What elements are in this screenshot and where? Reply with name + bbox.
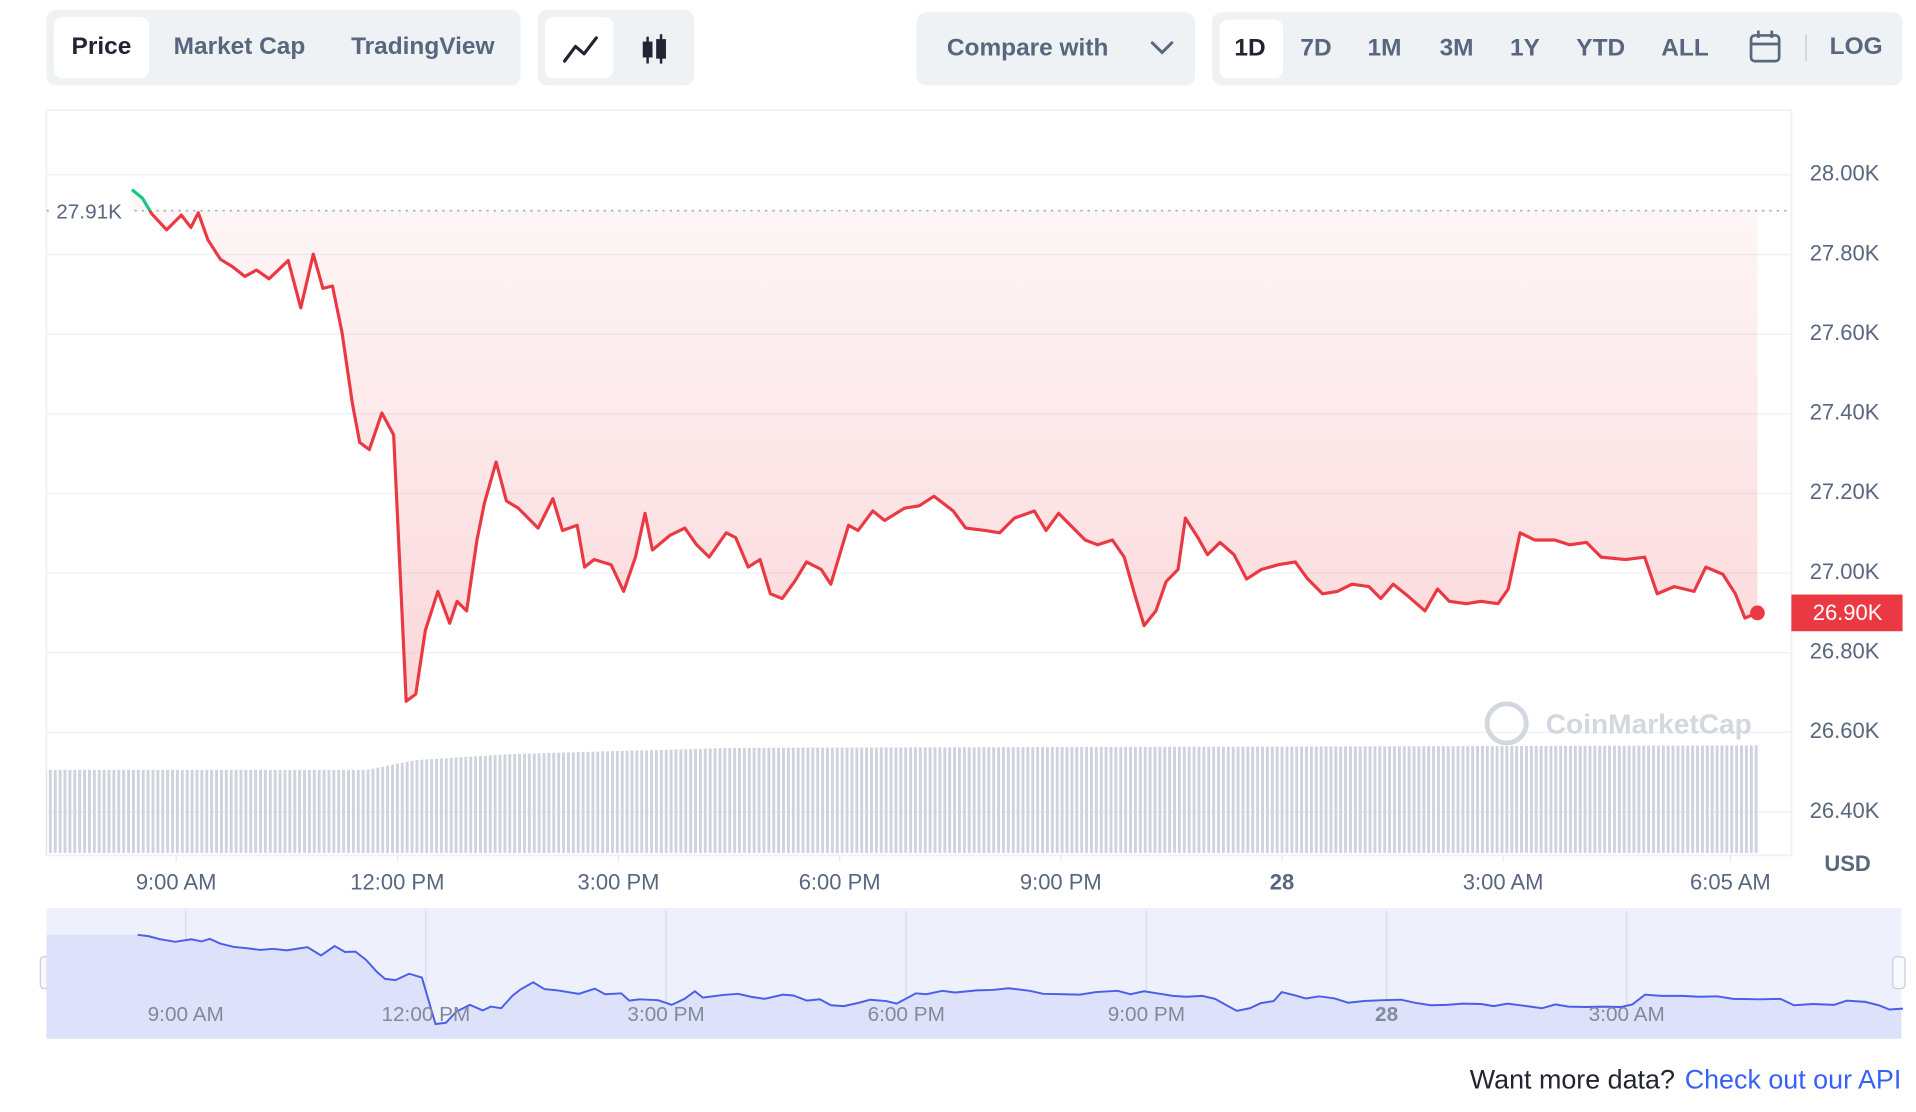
range-button[interactable]: ALL	[1661, 34, 1709, 61]
x-tick-label: 9:00 PM	[1020, 869, 1102, 894]
range-group	[1212, 12, 1903, 86]
y-tick-label: 26.80K	[1810, 639, 1880, 664]
navigator-tick-label: 3:00 AM	[1589, 1003, 1665, 1026]
compare-dropdown[interactable]	[916, 12, 1196, 86]
range-button[interactable]: 1D	[1234, 34, 1265, 61]
watermark: CoinMarketCap	[1546, 708, 1752, 739]
tab[interactable]: Price	[72, 33, 132, 60]
tab-selected	[53, 17, 150, 79]
reference-label: 27.91K	[56, 201, 122, 224]
navigator-tick-label: 12:00 PM	[381, 1003, 470, 1026]
y-tick-label: 26.60K	[1810, 718, 1880, 743]
navigator-tick-label: 28	[1375, 1003, 1398, 1026]
range-button[interactable]: 7D	[1300, 34, 1331, 61]
footer-text: Want more data?	[1470, 1065, 1675, 1095]
tab[interactable]: Market Cap	[174, 33, 306, 60]
range-button[interactable]: YTD	[1576, 34, 1625, 61]
last-price-box	[1791, 594, 1903, 632]
range-button[interactable]: 1M	[1367, 34, 1401, 61]
volume-bars	[46, 745, 1760, 853]
footer: Want more data? Check out our API	[1470, 1065, 1902, 1095]
x-tick-label: 3:00 AM	[1463, 869, 1544, 894]
y-tick-label: 26.40K	[1810, 798, 1880, 823]
y-tick-label: 27.80K	[1810, 240, 1880, 265]
calendar-icon[interactable]	[1749, 30, 1781, 63]
tab[interactable]: TradingView	[351, 33, 495, 60]
x-tick-label: 6:00 PM	[799, 869, 881, 894]
navigator-tick-label: 9:00 PM	[1108, 1003, 1185, 1026]
x-tick-label: 9:00 AM	[136, 869, 217, 894]
range-selected	[1219, 19, 1284, 79]
x-tick-label: 12:00 PM	[350, 869, 444, 894]
range-button[interactable]: 1Y	[1510, 34, 1540, 61]
tab-group	[46, 9, 521, 86]
navigator-handle[interactable]	[1892, 956, 1906, 990]
range-button[interactable]: 3M	[1440, 34, 1474, 61]
last-point	[1750, 605, 1765, 621]
reference-label-bg	[51, 194, 130, 227]
area-fill	[131, 189, 1758, 702]
x-tick-label: 3:00 PM	[578, 869, 660, 894]
navigator-tick-label: 3:00 PM	[627, 1003, 704, 1026]
chevron-icon	[1150, 41, 1174, 55]
price-line	[130, 188, 1759, 703]
watermark-logo	[1484, 701, 1529, 746]
navigator-line	[137, 933, 1904, 1026]
line-chart-icon[interactable]	[562, 36, 598, 63]
navigator-area	[46, 934, 1903, 1039]
compare-label[interactable]: Compare with	[947, 34, 1108, 61]
y-tick-label: 27.20K	[1810, 479, 1880, 504]
y-tick-label: 27.00K	[1810, 559, 1880, 584]
navigator-tick-label: 6:00 PM	[868, 1003, 945, 1026]
last-price-label: 26.90K	[1813, 600, 1883, 625]
y-tick-label: 27.60K	[1810, 320, 1880, 345]
navigator-tick-label: 9:00 AM	[148, 1003, 224, 1026]
x-tick-label: 6:05 AM	[1690, 869, 1771, 894]
candle-chart-icon[interactable]	[642, 34, 666, 64]
y-unit: USD	[1824, 851, 1870, 876]
log-toggle[interactable]: LOG	[1830, 33, 1883, 60]
y-tick-label: 28.00K	[1810, 161, 1880, 186]
x-tick-label: 28	[1270, 869, 1294, 894]
footer-link[interactable]: Check out our API	[1685, 1065, 1902, 1095]
y-tick-label: 27.40K	[1810, 400, 1880, 425]
